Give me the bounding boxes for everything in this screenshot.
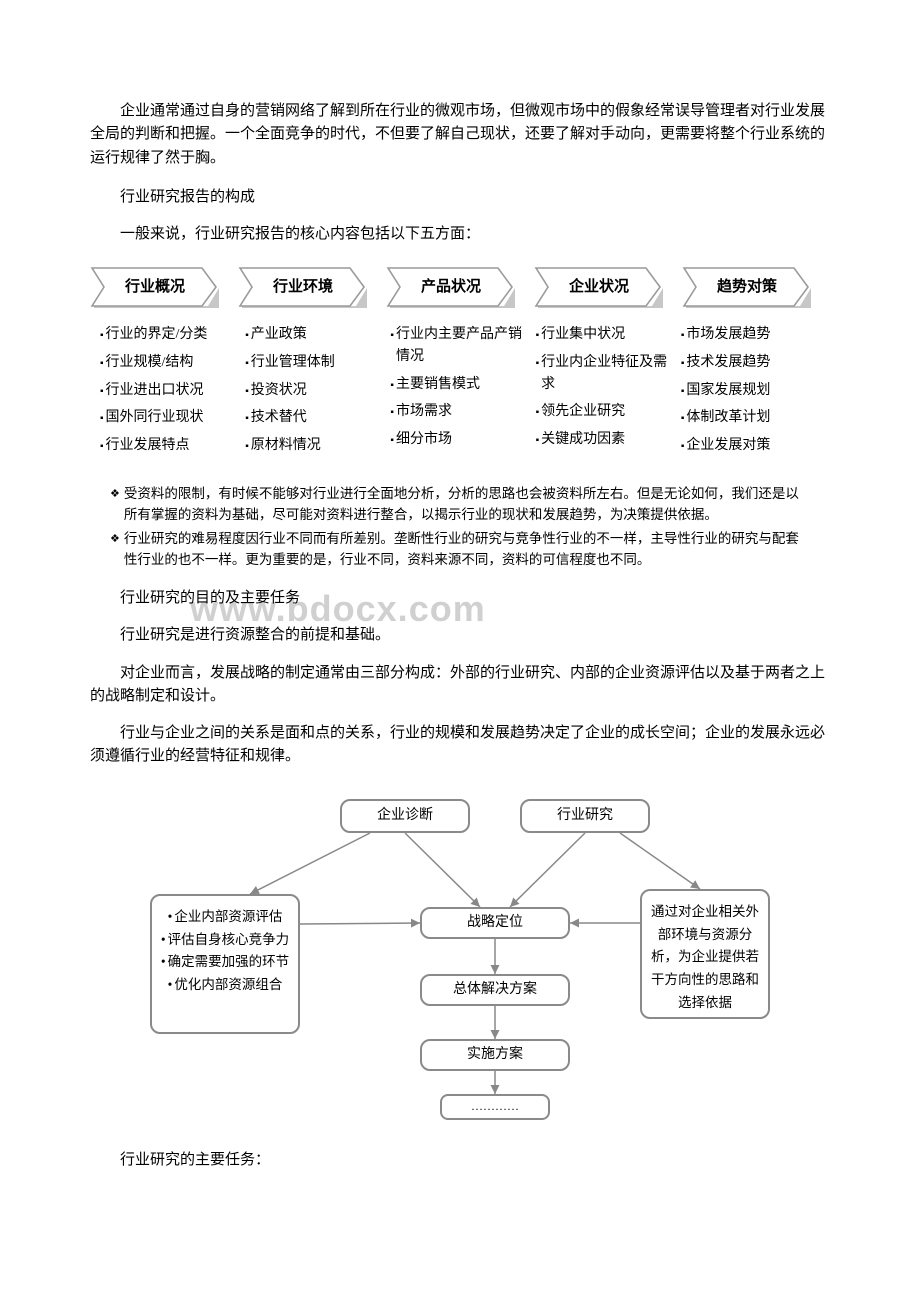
node-more: ………… bbox=[440, 1094, 550, 1120]
section-2-p3: 行业与企业之间的关系是面和点的关系，行业的规模和发展趋势决定了企业的成长空间；企… bbox=[90, 722, 830, 769]
node-industry-research: 行业研究 bbox=[520, 799, 650, 833]
bullet-item: 技术替代 bbox=[245, 407, 384, 429]
bullet-column: 产业政策行业管理体制投资状况技术替代原材料情况 bbox=[245, 318, 384, 462]
bullet-item: 细分市场 bbox=[390, 429, 529, 451]
section-2-p1: 行业研究是进行资源整合的前提和基础。 bbox=[90, 624, 830, 647]
section-3-title: 行业研究的主要任务： bbox=[90, 1149, 830, 1172]
bullet-column: 行业的界定/分类行业规模/结构行业进出口状况国外同行业现状行业发展特点 bbox=[100, 318, 239, 462]
bullet-item: 行业管理体制 bbox=[245, 352, 384, 374]
note-item: 行业研究的难易程度因行业不同而有所差别。垄断性行业的研究与竞争性行业的不一样，主… bbox=[110, 528, 810, 571]
section-1-title: 行业研究报告的构成 bbox=[90, 186, 830, 209]
section-1-lead: 一般来说，行业研究报告的核心内容包括以下五方面： bbox=[90, 223, 830, 246]
bullet-item: 关键成功因素 bbox=[536, 429, 675, 451]
left-box-item: 企业内部资源评估 bbox=[160, 906, 290, 929]
bullet-item: 技术发展趋势 bbox=[681, 352, 820, 374]
bullet-item: 行业的界定/分类 bbox=[100, 324, 239, 346]
node-overall-solution: 总体解决方案 bbox=[420, 974, 570, 1006]
bullet-item: 行业规模/结构 bbox=[100, 352, 239, 374]
note-item: 受资料的限制，有时候不能够对行业进行全面地分析，分析的思路也会被资料所左右。但是… bbox=[110, 483, 810, 526]
bullet-item: 体制改革计划 bbox=[681, 407, 820, 429]
chevron-tab: 趋势对策 bbox=[682, 266, 812, 308]
bullet-item: 国外同行业现状 bbox=[100, 407, 239, 429]
section-2-title: 行业研究的目的及主要任务 bbox=[90, 587, 830, 610]
intro-paragraph: 企业通常通过自身的营销网络了解到所在行业的微观市场，但微观市场中的假象经常误导管… bbox=[90, 100, 830, 170]
chevron-label: 行业环境 bbox=[248, 266, 358, 308]
bullet-item: 企业发展对策 bbox=[681, 435, 820, 457]
right-side-box: 通过对企业相关外部环境与资源分析，为企业提供若干方向性的思路和选择依据 bbox=[640, 889, 770, 1019]
bullet-item: 市场需求 bbox=[390, 401, 529, 423]
bullet-item: 行业集中状况 bbox=[536, 324, 675, 346]
chevron-row: 行业概况 行业环境 产品状况 企业状况 趋势对策 bbox=[90, 266, 830, 308]
chevron-label: 产品状况 bbox=[396, 266, 506, 308]
bullet-item: 原材料情况 bbox=[245, 435, 384, 457]
bullet-column: 行业内主要产品产销情况主要销售模式市场需求细分市场 bbox=[390, 318, 529, 462]
five-columns: 行业的界定/分类行业规模/结构行业进出口状况国外同行业现状行业发展特点产业政策行… bbox=[90, 318, 830, 462]
notes-block: 受资料的限制，有时候不能够对行业进行全面地分析，分析的思路也会被资料所左右。但是… bbox=[110, 483, 810, 571]
bullet-column: 行业集中状况行业内企业特征及需求领先企业研究关键成功因素 bbox=[536, 318, 675, 462]
left-side-box: 企业内部资源评估评估自身核心竞争力确定需要加强的环节优化内部资源组合 bbox=[150, 894, 300, 1034]
bullet-item: 主要销售模式 bbox=[390, 374, 529, 396]
bullet-item: 市场发展趋势 bbox=[681, 324, 820, 346]
chevron-tab: 企业状况 bbox=[534, 266, 664, 308]
bullet-item: 国家发展规划 bbox=[681, 380, 820, 402]
bullet-item: 行业内企业特征及需求 bbox=[536, 352, 675, 395]
bullet-item: 投资状况 bbox=[245, 380, 384, 402]
bullet-item: 行业发展特点 bbox=[100, 435, 239, 457]
chevron-label: 行业概况 bbox=[100, 266, 210, 308]
node-implementation: 实施方案 bbox=[420, 1039, 570, 1071]
bullet-item: 行业进出口状况 bbox=[100, 380, 239, 402]
left-box-item: 评估自身核心竞争力 bbox=[160, 929, 290, 952]
chevron-label: 企业状况 bbox=[544, 266, 654, 308]
left-box-item: 优化内部资源组合 bbox=[160, 974, 290, 997]
strategy-diagram: 企业诊断 行业研究战略定位总体解决方案实施方案 ………… 企业内部资源评估评估自身核心… bbox=[150, 799, 770, 1129]
bullet-item: 领先企业研究 bbox=[536, 401, 675, 423]
chevron-tab: 行业概况 bbox=[90, 266, 220, 308]
bullet-item: 产业政策 bbox=[245, 324, 384, 346]
chevron-tab: 产品状况 bbox=[386, 266, 516, 308]
node-strategic-positioning: 战略定位 bbox=[420, 907, 570, 939]
chevron-label: 趋势对策 bbox=[692, 266, 802, 308]
node-enterprise-diagnosis: 企业诊断 bbox=[340, 799, 470, 833]
bullet-column: 市场发展趋势技术发展趋势国家发展规划体制改革计划企业发展对策 bbox=[681, 318, 820, 462]
section-2-p2: 对企业而言，发展战略的制定通常由三部分构成：外部的行业研究、内部的企业资源评估以… bbox=[90, 662, 830, 709]
left-box-item: 确定需要加强的环节 bbox=[160, 951, 290, 974]
bullet-item: 行业内主要产品产销情况 bbox=[390, 324, 529, 367]
chevron-tab: 行业环境 bbox=[238, 266, 368, 308]
